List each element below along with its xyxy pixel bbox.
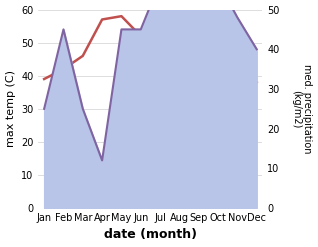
- Y-axis label: med. precipitation
(kg/m2): med. precipitation (kg/m2): [291, 64, 313, 154]
- X-axis label: date (month): date (month): [104, 228, 197, 242]
- Y-axis label: max temp (C): max temp (C): [5, 70, 16, 147]
